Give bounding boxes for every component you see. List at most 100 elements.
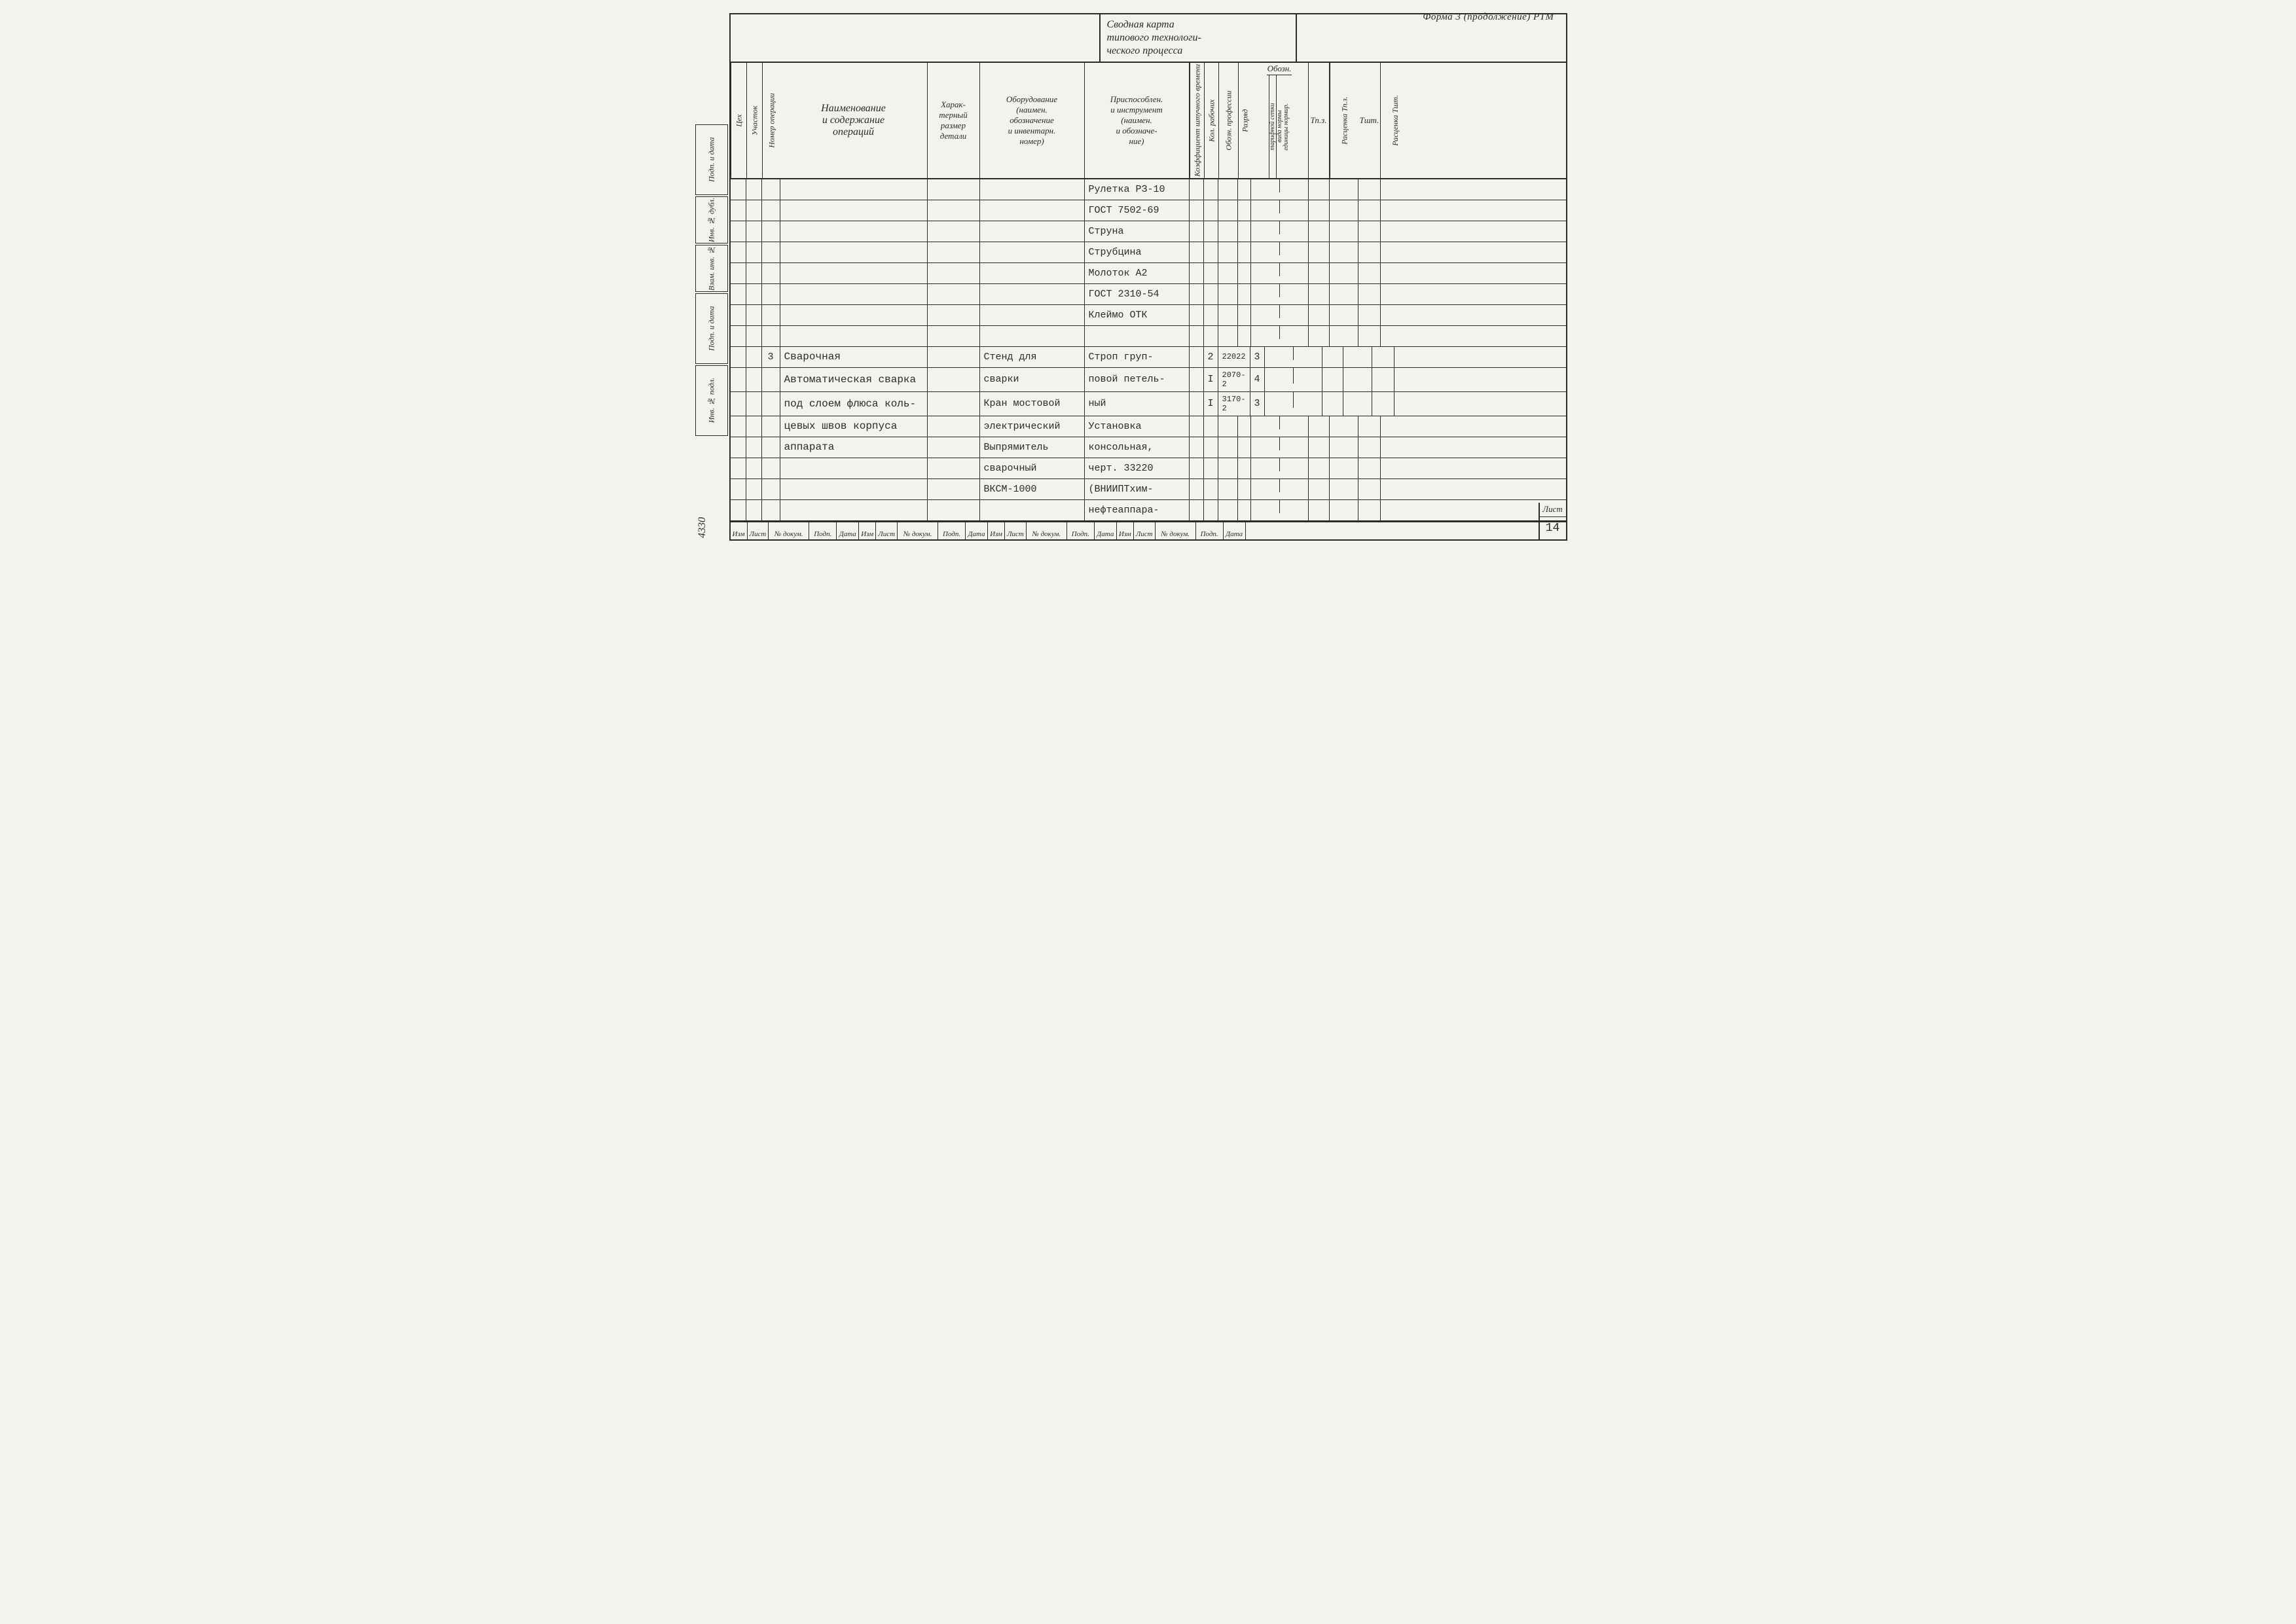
cell (762, 221, 780, 242)
cell: ВКСМ-1000 (980, 479, 1085, 499)
cell: 3 (1250, 347, 1265, 367)
revision-cell: Дата (1224, 522, 1246, 539)
cell (1204, 179, 1218, 200)
cell (746, 284, 762, 304)
revision-cell: № докум. (1027, 522, 1067, 539)
cell (1238, 437, 1251, 458)
cell (1381, 500, 1410, 520)
cell (762, 479, 780, 499)
col-tooling: Приспособлен. и инструмент (наимен. и об… (1085, 63, 1190, 178)
cell (928, 458, 980, 478)
cell (1190, 392, 1204, 416)
cell (746, 305, 762, 325)
cell (928, 263, 980, 283)
cell (1309, 305, 1330, 325)
revision-cell: Изм (1117, 522, 1134, 539)
cell (1372, 368, 1394, 391)
cell (1381, 263, 1410, 283)
cell: под слоем флюса коль- (780, 392, 928, 416)
cell (1218, 179, 1238, 200)
revision-cell: Подп. (938, 522, 966, 539)
col-designation-group: Обозн. тарифной сетки вида нормы единицы… (1251, 63, 1309, 178)
col-part-size: Харак- терный размер детали (928, 63, 980, 178)
revision-cell: Подп. (809, 522, 837, 539)
cell (1190, 179, 1204, 200)
revision-filler (1246, 522, 1566, 539)
revision-cell: № докум. (898, 522, 938, 539)
cell (928, 200, 980, 221)
cell (1218, 221, 1238, 242)
col-operation-name: Наименование и содержание операций (780, 63, 928, 178)
cell (1358, 263, 1381, 283)
col-section: Участок (746, 63, 762, 178)
cell (1358, 305, 1381, 325)
cell: сварки (980, 368, 1085, 391)
cell (1251, 305, 1309, 325)
cell (1238, 242, 1251, 262)
cell (762, 416, 780, 437)
revision-cell: Дата (1095, 522, 1117, 539)
cell (1265, 347, 1322, 367)
col-grade: Разряд (1238, 63, 1251, 178)
cell: Струна (1085, 221, 1190, 242)
cell (1204, 221, 1218, 242)
cell (1190, 368, 1204, 391)
main-frame: Сводная карта типового технологи- ческог… (729, 13, 1567, 541)
cell (1265, 368, 1322, 391)
cell (1238, 179, 1251, 200)
cell: черт. 33220 (1085, 458, 1190, 478)
cell (780, 500, 928, 520)
cell: ГОСТ 7502-69 (1085, 200, 1190, 221)
cell: цевых швов корпуса (780, 416, 928, 437)
cell (1330, 305, 1358, 325)
col-tariff: тарифной сетки (1269, 75, 1276, 178)
cell (928, 416, 980, 437)
cell (1190, 242, 1204, 262)
cell (928, 500, 980, 520)
cell (980, 200, 1085, 221)
table-row: цевых швов корпусаэлектрическийУстановка (731, 416, 1566, 437)
cell (1381, 437, 1410, 458)
cell (1381, 479, 1410, 499)
revision-strip: ИзмЛист№ докум.Подп.ДатаИзмЛист№ докум.П… (731, 521, 1566, 539)
cell (780, 479, 928, 499)
cell (762, 200, 780, 221)
cell (1330, 221, 1358, 242)
cell (780, 179, 928, 200)
cell (1381, 284, 1410, 304)
cell (1330, 458, 1358, 478)
revision-cell: Изм (731, 522, 748, 539)
cell: Сварочная (780, 347, 928, 367)
cell (746, 416, 762, 437)
cell (746, 263, 762, 283)
cell (980, 326, 1085, 346)
col-workshop: Цех (731, 63, 746, 178)
cell (1218, 500, 1238, 520)
cell (1251, 263, 1309, 283)
cell (928, 221, 980, 242)
cell (731, 458, 746, 478)
cell (1238, 221, 1251, 242)
cell (1251, 500, 1309, 520)
cell (928, 326, 980, 346)
cell (731, 416, 746, 437)
cell: 2070-2 (1218, 368, 1250, 391)
title-empty-left (731, 14, 1101, 62)
stub: Инв. № подл. (695, 365, 728, 436)
cell (780, 326, 928, 346)
cell (928, 437, 980, 458)
cell (1381, 326, 1410, 346)
binding-stubs: Подп. и дата Инв. № дубл. Взам. инв. № П… (695, 124, 728, 437)
cell: 4 (1250, 368, 1265, 391)
cell (762, 368, 780, 391)
stub: Подп. и дата (695, 124, 728, 195)
cell (1330, 500, 1358, 520)
table-row: ВКСМ-1000(ВНИИПТхим- (731, 479, 1566, 500)
cell (731, 437, 746, 458)
cell (1330, 437, 1358, 458)
cell (980, 284, 1085, 304)
cell (780, 458, 928, 478)
cell (762, 284, 780, 304)
cell (980, 242, 1085, 262)
cell (1381, 458, 1410, 478)
